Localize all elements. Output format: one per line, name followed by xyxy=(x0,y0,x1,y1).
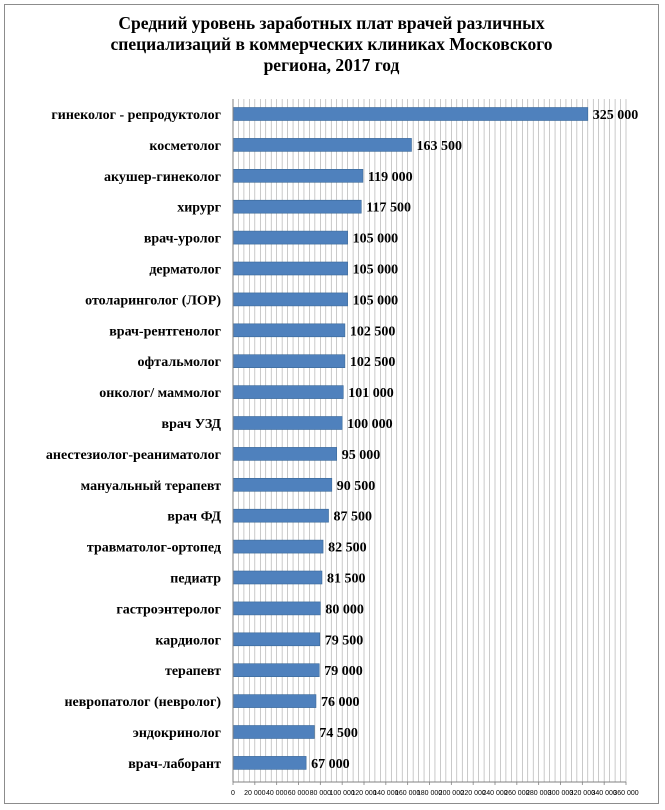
bar xyxy=(232,601,321,616)
x-tick-label: 360 000 xyxy=(613,790,638,797)
bars xyxy=(232,107,589,770)
value-label: 76 000 xyxy=(321,695,360,710)
x-tick-label: 0 xyxy=(231,790,235,797)
bar xyxy=(232,385,344,399)
value-label: 79 500 xyxy=(325,633,364,648)
category-label: мануальный терапевт xyxy=(81,479,221,494)
category-label: эндокринолог xyxy=(133,726,221,741)
bar xyxy=(232,663,320,678)
category-label: врач-уролог xyxy=(144,232,221,247)
chart-title-line-3: региона, 2017 год xyxy=(263,55,400,75)
bar xyxy=(232,756,307,770)
x-tick-label: 80 000 xyxy=(310,790,332,797)
category-label: гастроэнтеролог xyxy=(116,602,221,617)
bar xyxy=(232,199,362,214)
category-label: педиатр xyxy=(170,572,221,587)
bar xyxy=(232,632,321,647)
category-label: офтальмолог xyxy=(138,355,222,370)
x-tick-label: 240 000 xyxy=(482,790,507,797)
value-label: 82 500 xyxy=(328,541,367,556)
value-label: 79 000 xyxy=(324,664,363,679)
bar xyxy=(232,138,412,152)
category-label: терапевт xyxy=(165,664,221,679)
bar xyxy=(232,694,317,708)
x-tick-label: 100 000 xyxy=(330,790,355,797)
x-tick-label: 160 000 xyxy=(395,790,420,797)
value-label: 81 500 xyxy=(327,572,366,587)
x-tick-label: 320 000 xyxy=(570,790,595,797)
category-label: врач ФД xyxy=(167,510,221,525)
chart-title-line-1: Средний уровень заработных плат врачей р… xyxy=(118,13,545,33)
bar xyxy=(232,416,343,430)
bar xyxy=(232,261,348,276)
category-label: невропатолог (невролог) xyxy=(64,695,221,710)
bar xyxy=(232,230,348,245)
value-label: 117 500 xyxy=(366,201,411,216)
chart-title: Средний уровень заработных плат врачей р… xyxy=(5,13,658,76)
x-tick-label: 40 000 xyxy=(266,790,288,797)
chart-title-line-2: специализаций в коммерческих клиниках Мо… xyxy=(110,34,553,54)
bar xyxy=(232,477,333,492)
category-label: акушер-гинеколог xyxy=(104,170,221,185)
value-label: 163 500 xyxy=(416,139,462,154)
value-label: 102 500 xyxy=(350,355,396,370)
bar xyxy=(232,107,589,121)
bar xyxy=(232,725,315,739)
category-label: кардиолог xyxy=(155,633,221,648)
bar xyxy=(232,447,338,461)
x-tick-label: 60 000 xyxy=(288,790,310,797)
value-label: 100 000 xyxy=(347,417,393,432)
category-label: дерматолог xyxy=(149,263,221,278)
x-tick-label: 180 000 xyxy=(417,790,442,797)
value-labels: 325 000 163 500 119 000 117 500 105 000 105 0… xyxy=(311,108,638,772)
bar xyxy=(232,354,346,369)
value-label: 67 000 xyxy=(311,757,350,772)
value-label: 119 000 xyxy=(368,170,413,185)
category-label: гинеколог - репродуктолог xyxy=(51,108,221,123)
value-label: 325 000 xyxy=(593,108,639,123)
bar xyxy=(232,292,348,307)
category-label: косметолог xyxy=(149,139,221,154)
bar xyxy=(232,508,329,523)
value-label: 90 500 xyxy=(337,479,376,494)
value-label: 74 500 xyxy=(319,726,358,741)
value-label: 101 000 xyxy=(348,386,394,401)
category-label: врач-лаборант xyxy=(128,757,221,772)
category-label: хирург xyxy=(177,201,221,216)
x-tick-label: 200 000 xyxy=(439,790,464,797)
category-label: врач УЗД xyxy=(162,417,222,432)
bar xyxy=(232,570,323,585)
category-labels: гинеколог - репродуктолог косметолог акуше… xyxy=(46,108,221,772)
value-label: 102 500 xyxy=(350,324,396,339)
bar xyxy=(232,539,324,554)
value-label: 95 000 xyxy=(342,448,381,463)
value-label: 80 000 xyxy=(325,602,364,617)
value-label: 105 000 xyxy=(353,293,399,308)
x-tick-label: 140 000 xyxy=(373,790,398,797)
bar xyxy=(232,169,364,183)
x-tick-label: 260 000 xyxy=(504,790,529,797)
x-tick-label: 20 000 xyxy=(244,790,266,797)
value-label: 87 500 xyxy=(334,510,373,525)
x-tick-label: 220 000 xyxy=(461,790,486,797)
category-label: отоларинголог (ЛОР) xyxy=(85,293,221,308)
category-label: травматолог-ортопед xyxy=(87,541,221,556)
value-label: 105 000 xyxy=(353,232,399,247)
x-tick-label: 300 000 xyxy=(548,790,573,797)
x-tick-label: 120 000 xyxy=(351,790,376,797)
category-label: онколог/ маммолог xyxy=(99,386,221,401)
category-label: врач-рентгенолог xyxy=(109,324,221,339)
category-label: анестезиолог-реаниматолог xyxy=(46,448,221,463)
bar xyxy=(232,323,346,338)
x-tick-label: 340 000 xyxy=(592,790,617,797)
value-label: 105 000 xyxy=(353,263,399,278)
x-tick-label: 280 000 xyxy=(526,790,551,797)
